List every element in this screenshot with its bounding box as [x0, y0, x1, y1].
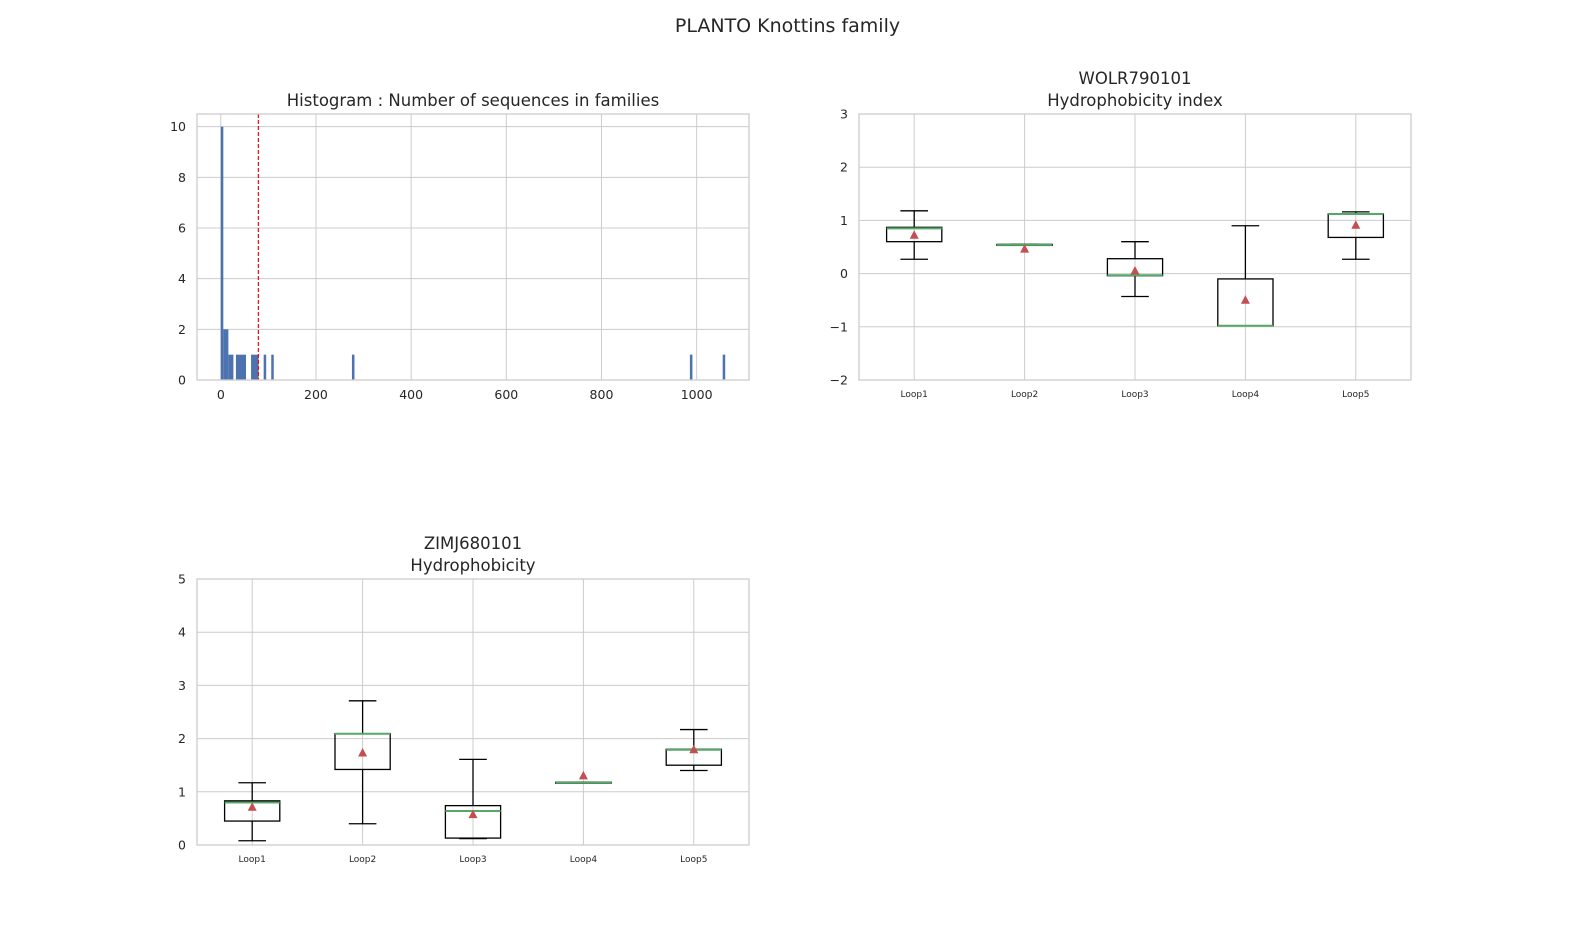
- plot-frame: [196, 578, 750, 846]
- y-tick-label: 4: [178, 625, 186, 640]
- box-mean-marker: [358, 747, 368, 757]
- histogram-bar: [235, 354, 247, 380]
- y-tick-label: −2: [830, 373, 848, 388]
- chart-title: Hydrophobicity: [410, 556, 535, 575]
- y-tick-label: 2: [178, 322, 186, 337]
- chart-title: Histogram : Number of sequences in famil…: [287, 91, 659, 110]
- plot-frame: [196, 113, 750, 381]
- x-tick-label: 200: [304, 387, 328, 402]
- box-mean-marker: [1240, 295, 1250, 304]
- x-tick-label: 1000: [681, 387, 713, 402]
- box-mean-marker: [689, 744, 699, 754]
- box-mean-marker: [1020, 244, 1030, 253]
- box-body: [444, 804, 502, 839]
- box-body: [885, 226, 943, 243]
- y-tick-label: −1: [830, 319, 848, 334]
- y-tick-label: 2: [840, 160, 848, 175]
- x-tick-label: 600: [494, 387, 518, 402]
- chart-title: ZIMJ680101: [424, 534, 522, 553]
- y-tick-label: 0: [178, 373, 186, 388]
- histogram-bar: [251, 354, 259, 380]
- histogram-bar: [223, 329, 229, 380]
- y-tick-label: 5: [178, 572, 186, 587]
- chart-title: WOLR790101: [1079, 69, 1192, 88]
- y-tick-label: 10: [170, 119, 186, 134]
- y-tick-label: 8: [178, 170, 186, 185]
- histogram-bar: [271, 354, 274, 380]
- box-mean-marker: [578, 770, 588, 780]
- y-tick-label: 0: [178, 838, 186, 853]
- y-tick-label: 3: [840, 107, 848, 122]
- x-tick-label: Loop3: [459, 855, 486, 865]
- y-tick-label: 1: [178, 784, 186, 799]
- y-tick-label: 4: [178, 271, 186, 286]
- x-tick-label: Loop5: [1342, 390, 1369, 400]
- x-tick-label: Loop2: [1011, 390, 1038, 400]
- histogram-bar: [351, 354, 355, 380]
- y-tick-label: 2: [178, 731, 186, 746]
- box-body: [223, 800, 281, 822]
- histogram-bar: [220, 126, 224, 381]
- plot-frame: [858, 113, 1412, 381]
- box-mean-marker: [1130, 265, 1140, 275]
- x-tick-label: 800: [590, 387, 614, 402]
- x-tick-label: Loop4: [1232, 390, 1260, 400]
- y-tick-label: 1: [840, 213, 848, 228]
- figure-suptitle: PLANTO Knottins family: [674, 15, 901, 37]
- box-mean-marker: [909, 230, 919, 239]
- box-mean-marker: [468, 809, 478, 819]
- x-tick-label: 400: [399, 387, 423, 402]
- y-tick-label: 0: [840, 266, 848, 281]
- x-tick-label: Loop2: [349, 855, 376, 865]
- zimj680101-boxplot-panel: 0 1 2 3 4 5 Loop1 Loop2 Loop3 Loop4 Loop5 ZIMJ68010…: [178, 534, 750, 865]
- chart-title: Hydrophobicity index: [1047, 91, 1223, 110]
- x-tick-label: Loop1: [901, 390, 928, 400]
- box-mean-marker: [1351, 220, 1361, 229]
- x-tick-label: Loop1: [239, 855, 266, 865]
- histogram-bar: [263, 354, 267, 380]
- x-tick-label: Loop3: [1121, 390, 1148, 400]
- histogram-bar: [228, 354, 234, 380]
- y-tick-label: 3: [178, 678, 186, 693]
- y-tick-label: 6: [178, 221, 186, 236]
- wolr790101-boxplot-panel: −2 −1 0 1 2 3 Loop1 Loop2 Loop3 Loop4 Loop5 WOLR790…: [830, 69, 1412, 400]
- histogram-panel: 0 2 4 6 8 10 0 200 400 600 800 1000 Histogram : Numb…: [170, 91, 750, 402]
- x-tick-label: Loop5: [680, 855, 707, 865]
- box-mean-marker: [247, 802, 257, 811]
- x-tick-label: Loop4: [570, 855, 598, 865]
- histogram-bar: [722, 354, 726, 380]
- x-tick-label: 0: [217, 387, 225, 402]
- histogram-bar: [689, 354, 693, 380]
